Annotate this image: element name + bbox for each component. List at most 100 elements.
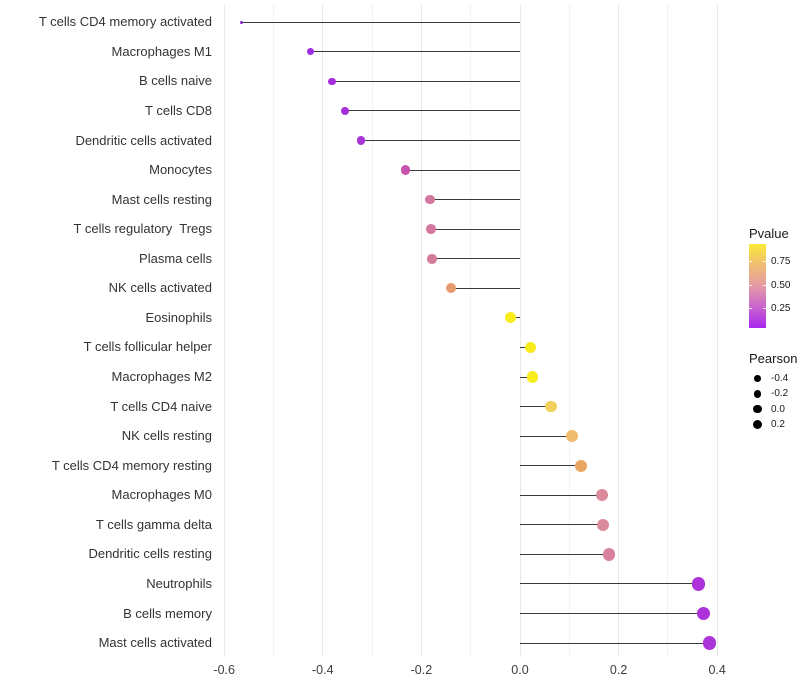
gridline: [618, 5, 620, 657]
lollipop-stem: [520, 613, 704, 614]
data-point: [702, 636, 717, 650]
colorbar-tick: [749, 260, 752, 262]
gridline: [371, 5, 373, 657]
data-point: [426, 224, 437, 235]
data-point: [603, 548, 616, 561]
data-point: [597, 518, 610, 531]
data-point: [401, 165, 411, 175]
x-tick-label: -0.4: [312, 663, 334, 677]
pvalue-colorbar: [749, 244, 766, 328]
lollipop-stem: [310, 51, 520, 53]
category-label: T cells CD4 memory resting: [51, 457, 212, 473]
lollipop-stem: [520, 583, 699, 585]
category-label: Mast cells activated: [98, 635, 212, 651]
category-label: Macrophages M2: [111, 369, 212, 385]
lollipop-stem: [520, 642, 710, 644]
pearson-legend-dot: [753, 404, 762, 414]
category-label: Macrophages M1: [111, 43, 212, 59]
x-tick-label: -0.6: [213, 663, 235, 677]
gridline: [716, 5, 718, 657]
colorbar-tick: [763, 260, 766, 262]
data-point: [328, 77, 336, 86]
lollipop-stem: [450, 287, 520, 289]
x-tick-label: 0.0: [511, 663, 529, 677]
category-label: B cells memory: [123, 605, 212, 621]
colorbar-tick-label: 0.25: [771, 302, 791, 314]
category-label: T cells follicular helper: [83, 339, 212, 355]
gridline: [568, 5, 570, 657]
x-tick-label: 0.4: [708, 663, 726, 677]
data-point: [566, 430, 579, 443]
category-label: NK cells resting: [121, 428, 212, 444]
data-point: [691, 577, 706, 591]
category-label: Eosinophils: [145, 309, 213, 325]
gridline: [223, 5, 225, 657]
lollipop-stem: [241, 21, 520, 23]
colorbar-tick: [763, 307, 766, 309]
lollipop-stem: [360, 140, 520, 142]
colorbar-tick-label: 0.75: [771, 255, 791, 267]
lollipop-stem: [431, 228, 520, 230]
lollipop-stem: [405, 169, 520, 171]
category-label: NK cells activated: [108, 280, 212, 296]
category-label: Macrophages M0: [111, 487, 212, 503]
x-tick-label: 0.2: [609, 663, 628, 677]
data-point: [545, 400, 557, 413]
pearson-legend-dot: [754, 374, 761, 382]
gridline: [322, 5, 324, 657]
lollipop-stem: [520, 494, 602, 496]
pearson-legend-label: 0.0: [771, 403, 785, 415]
pearson-legend-label: -0.4: [771, 372, 789, 384]
colorbar-tick-label: 0.50: [771, 280, 791, 292]
category-label: T cells CD4 naive: [110, 398, 212, 414]
data-point: [341, 107, 349, 115]
data-point: [525, 341, 537, 354]
lollipop-stem: [520, 406, 552, 408]
pvalue-legend-title: Pvalue: [749, 226, 789, 241]
pearson-legend-dot: [752, 419, 763, 430]
category-label: T cells CD8: [145, 102, 212, 118]
data-point: [595, 489, 608, 502]
colorbar-tick: [749, 307, 752, 309]
data-point: [527, 371, 539, 383]
pearson-legend-title: Pearson: [749, 351, 798, 366]
data-point: [696, 606, 711, 621]
data-point: [356, 136, 365, 145]
lollipop-stem: [344, 110, 520, 112]
category-label: T cells CD4 memory activated: [38, 14, 212, 30]
lollipop-stem: [520, 435, 573, 437]
data-point: [575, 459, 588, 472]
lollipop-stem: [432, 258, 520, 260]
gridline: [519, 5, 521, 657]
category-label: B cells naive: [139, 73, 212, 89]
lollipop-stem: [520, 524, 604, 526]
data-point: [427, 253, 438, 264]
gridline: [420, 5, 422, 657]
lollipop-stem: [332, 80, 520, 82]
data-point: [424, 194, 435, 205]
pearson-legend-label: -0.2: [771, 388, 789, 400]
category-label: Mast cells resting: [111, 191, 212, 207]
lollipop-stem: [520, 553, 610, 555]
gridline: [667, 5, 669, 657]
data-point: [445, 283, 456, 294]
data-point: [239, 20, 244, 24]
lollipop-stem: [520, 376, 533, 378]
category-label: Neutrophils: [146, 575, 212, 591]
pearson-legend-label: 0.2: [771, 419, 785, 430]
category-label: Dendritic cells activated: [75, 132, 212, 148]
category-label: T cells gamma delta: [95, 516, 212, 532]
category-label: Monocytes: [149, 162, 212, 178]
lollipop-stem: [429, 199, 520, 201]
lollipop-stem: [520, 465, 582, 467]
data-point: [306, 48, 314, 56]
category-label: T cells regulatory Tregs: [73, 221, 212, 237]
colorbar-tick: [749, 285, 752, 287]
gridline: [470, 5, 472, 657]
category-label: Plasma cells: [139, 250, 212, 266]
x-tick-label: -0.2: [410, 663, 433, 677]
gridline: [273, 5, 274, 657]
category-label: Dendritic cells resting: [88, 546, 212, 562]
pearson-legend-dot: [753, 389, 762, 398]
